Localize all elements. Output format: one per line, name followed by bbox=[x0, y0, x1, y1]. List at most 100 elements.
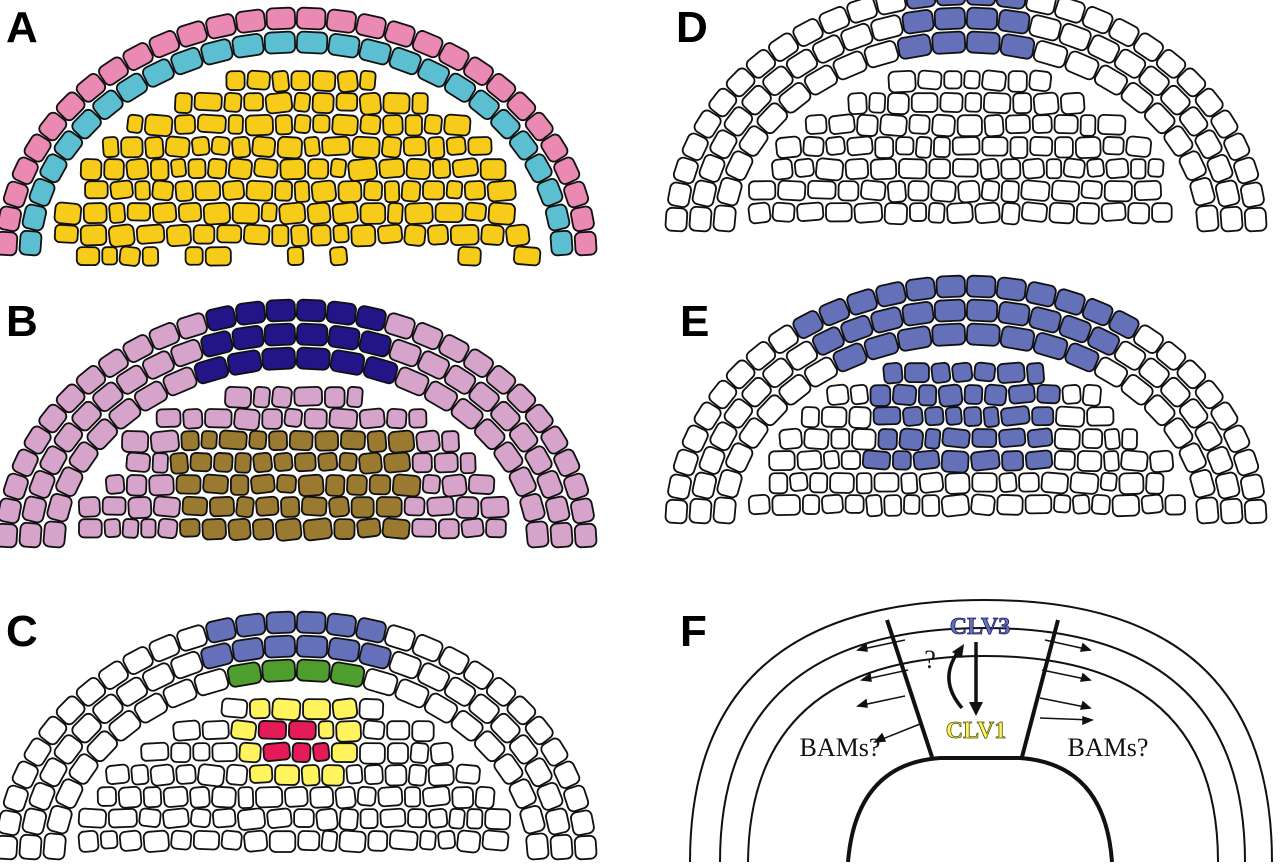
l2-cell bbox=[812, 34, 845, 64]
corpus-cell bbox=[411, 518, 437, 538]
corpus-cell bbox=[437, 830, 456, 850]
corpus-cell bbox=[368, 474, 392, 496]
corpus-cell bbox=[1086, 157, 1105, 178]
corpus-cell bbox=[951, 136, 981, 156]
corpus-cell bbox=[388, 829, 419, 851]
corpus-cell bbox=[1079, 114, 1097, 137]
l3-cell bbox=[508, 466, 537, 497]
clv3-to-clv1-arrowhead bbox=[969, 702, 983, 716]
corpus-cell bbox=[155, 408, 182, 428]
l1-cell bbox=[1108, 310, 1140, 339]
corpus-cell bbox=[294, 452, 317, 473]
l1-cell bbox=[176, 20, 208, 48]
feedback-curved-arrow bbox=[947, 650, 964, 710]
l3-cell bbox=[832, 50, 868, 81]
l2-cell bbox=[115, 676, 149, 707]
corpus-cell bbox=[426, 224, 450, 246]
l1-cell bbox=[411, 30, 444, 59]
l2-cell bbox=[388, 338, 422, 368]
corpus-cell bbox=[152, 495, 182, 518]
l2-cell bbox=[92, 693, 124, 725]
corpus-cell bbox=[175, 474, 202, 495]
l3-cell bbox=[1189, 177, 1216, 207]
corpus-cell bbox=[931, 113, 956, 138]
l3-cell bbox=[46, 493, 73, 523]
corpus-cell bbox=[359, 202, 387, 225]
corpus-cell bbox=[274, 114, 294, 136]
l2-cell bbox=[508, 422, 539, 453]
corpus-cell bbox=[53, 223, 79, 244]
l2-cell bbox=[142, 350, 175, 380]
l1-cell bbox=[664, 498, 689, 525]
l3-cell bbox=[1120, 82, 1154, 114]
corpus-cell bbox=[77, 829, 100, 853]
corpus-cell bbox=[963, 384, 984, 405]
l1-cell bbox=[540, 737, 569, 767]
corpus-cell bbox=[820, 406, 848, 428]
corpus-cell bbox=[135, 223, 166, 245]
l3-cell bbox=[55, 466, 84, 497]
corpus-cell bbox=[151, 201, 178, 224]
l2-cell bbox=[688, 205, 713, 233]
l1-cell bbox=[664, 206, 689, 233]
corpus-cell bbox=[1024, 494, 1053, 515]
l3-cell bbox=[1163, 125, 1194, 157]
corpus-cell bbox=[957, 179, 981, 204]
l2-cell bbox=[933, 6, 967, 31]
l2-cell bbox=[200, 38, 234, 66]
corpus-cell bbox=[1069, 471, 1100, 495]
l1-cell bbox=[563, 472, 590, 501]
corpus-cell bbox=[242, 223, 271, 246]
l1-cell bbox=[265, 298, 297, 323]
l3-cell bbox=[738, 417, 769, 449]
corpus-cell bbox=[300, 495, 328, 517]
corpus-cell bbox=[789, 471, 809, 492]
panel-c-expression-domains bbox=[0, 610, 598, 861]
corpus-cell bbox=[335, 92, 359, 112]
l2-cell bbox=[358, 330, 392, 358]
l3-cell bbox=[450, 398, 484, 430]
corpus-cell bbox=[481, 829, 510, 852]
corpus-cell bbox=[437, 518, 460, 540]
corpus-cell bbox=[451, 786, 475, 810]
corpus-cell bbox=[220, 829, 243, 851]
l3-cell bbox=[474, 730, 506, 763]
l2-cell bbox=[142, 58, 175, 88]
bams-left-label: BAMs? bbox=[800, 733, 881, 762]
l2-cell bbox=[723, 106, 754, 137]
corpus-cell bbox=[1061, 384, 1082, 405]
corpus-cell bbox=[1053, 114, 1079, 135]
corpus-cell bbox=[211, 742, 238, 763]
l2-cell bbox=[1206, 154, 1234, 183]
corpus-cell bbox=[320, 829, 339, 852]
corpus-cell bbox=[253, 157, 279, 179]
l3-cell bbox=[508, 778, 537, 809]
corpus-cell bbox=[1020, 179, 1051, 202]
l2-cell bbox=[490, 400, 521, 432]
corpus-cell bbox=[407, 763, 428, 787]
corpus-cell bbox=[339, 429, 366, 451]
corpus-cell bbox=[771, 494, 801, 517]
l3-cell bbox=[1178, 442, 1207, 473]
corpus-cell bbox=[1127, 202, 1151, 225]
l1-cell bbox=[11, 156, 39, 185]
corpus-cell bbox=[278, 201, 307, 226]
corpus-cell bbox=[338, 829, 367, 854]
corpus-cell bbox=[486, 179, 517, 203]
l3-cell bbox=[519, 493, 546, 523]
l1-cell bbox=[1233, 448, 1260, 477]
l3-cell bbox=[803, 356, 838, 388]
corpus-cell bbox=[169, 452, 190, 475]
l3-cell bbox=[1189, 469, 1216, 499]
corpus-cell bbox=[200, 430, 218, 450]
l1-cell bbox=[995, 0, 1027, 10]
l3-cell bbox=[362, 668, 399, 697]
corpus-cell bbox=[1076, 450, 1103, 473]
corpus-cell bbox=[149, 429, 180, 454]
corpus-cell bbox=[872, 406, 902, 426]
corpus-cell bbox=[193, 91, 223, 112]
l3-cell bbox=[162, 366, 198, 397]
corpus-cell bbox=[1103, 450, 1120, 472]
l1-cell bbox=[875, 0, 907, 16]
